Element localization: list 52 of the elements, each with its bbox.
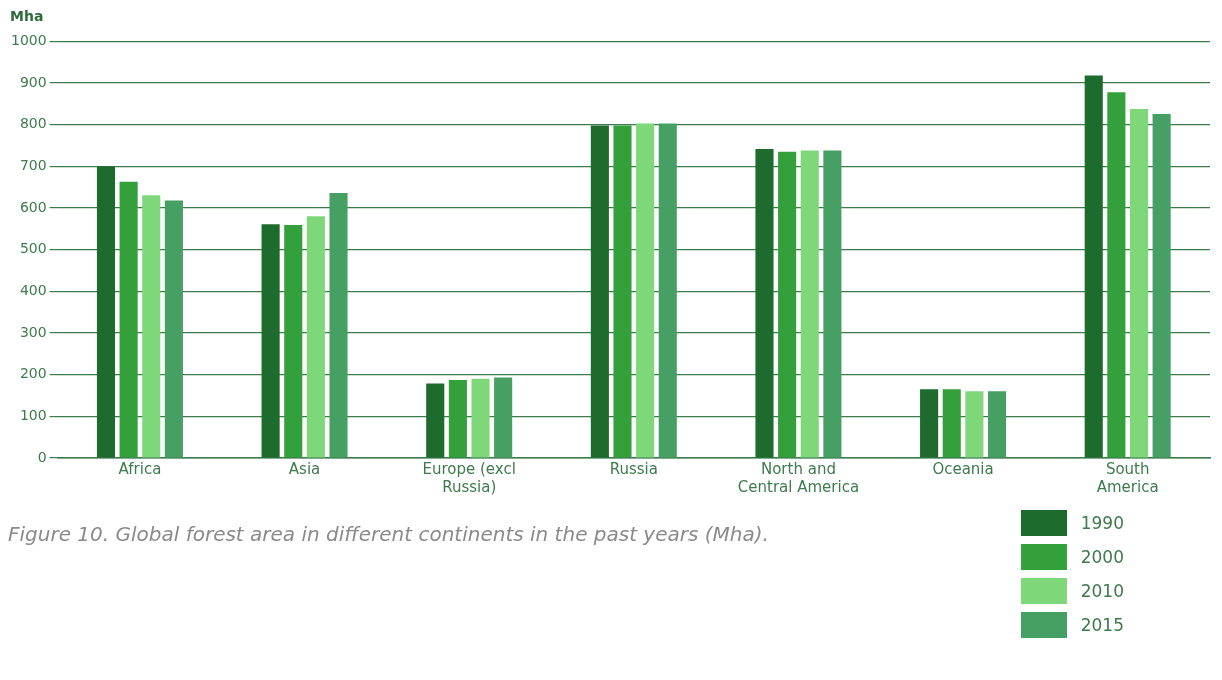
caption: Figure 10. Global forest area in different continents in the past years (Mha).	[8, 522, 769, 546]
y-tick-label: 500	[19, 240, 47, 257]
bar	[1129, 108, 1149, 458]
x-tick-label: South America	[1096, 459, 1159, 496]
bar	[800, 150, 819, 458]
bar	[306, 216, 325, 458]
legend-label: 1990	[1080, 513, 1124, 533]
legend-label: 2010	[1080, 581, 1124, 601]
bar	[448, 380, 467, 458]
bar	[494, 377, 513, 458]
bar	[261, 224, 280, 458]
bar	[920, 389, 939, 458]
y-tick-label: 200	[19, 365, 47, 382]
y-tick-label: 300	[19, 323, 47, 340]
bar	[426, 383, 445, 458]
bar	[636, 123, 655, 458]
bar	[823, 150, 842, 458]
x-tick-label: Asia	[288, 459, 321, 478]
legend-label: 2015	[1080, 615, 1124, 635]
bar	[590, 125, 609, 458]
bar	[778, 151, 797, 458]
bar	[1107, 92, 1126, 458]
bar	[119, 181, 138, 458]
bar	[329, 193, 348, 458]
bar	[987, 391, 1007, 458]
y-tick-label: 0	[37, 448, 47, 465]
x-tick-label: Oceania	[932, 459, 994, 478]
bar	[471, 378, 490, 458]
y-tick-label: 700	[19, 157, 47, 174]
y-tick-label: 400	[19, 282, 47, 298]
y-tick-label: 900	[19, 73, 47, 90]
bar	[613, 125, 632, 458]
bar	[1084, 75, 1103, 458]
bar	[142, 195, 161, 458]
y-tick-label: 100	[19, 406, 47, 423]
y-tick-label: 600	[19, 198, 47, 215]
y-tick-label: 1000	[10, 32, 47, 49]
y-tick-label: 800	[19, 115, 47, 132]
bar	[755, 148, 774, 458]
bar	[965, 391, 984, 458]
bar	[164, 200, 183, 458]
bar	[1152, 113, 1171, 458]
x-tick-label: Africa	[118, 459, 162, 478]
x-tick-label: Europe (excl Russia)	[422, 459, 516, 496]
y-axis-title: Mha	[10, 8, 45, 26]
bar	[284, 225, 303, 458]
bar	[96, 166, 116, 458]
bar	[942, 389, 961, 458]
x-tick-label: North and Central America	[737, 459, 860, 496]
x-tick-label: Russia	[609, 459, 658, 478]
legend-label: 2000	[1080, 547, 1124, 567]
bar	[658, 123, 677, 458]
